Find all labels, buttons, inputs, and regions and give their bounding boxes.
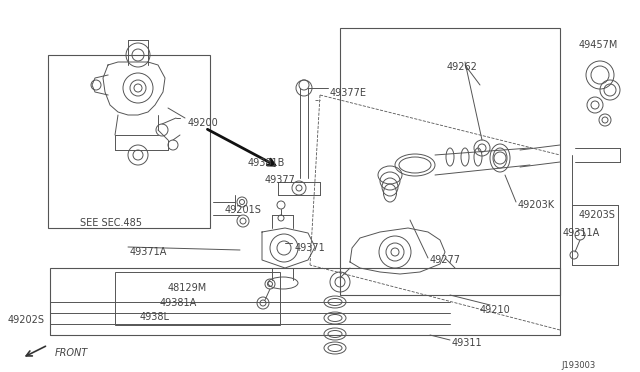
- Text: 49210: 49210: [480, 305, 511, 315]
- Text: 49311A: 49311A: [563, 228, 600, 238]
- Text: 49203S: 49203S: [579, 210, 616, 220]
- Text: 49311: 49311: [452, 338, 483, 348]
- Text: 49457M: 49457M: [579, 40, 618, 50]
- Text: 49381A: 49381A: [160, 298, 197, 308]
- Text: SEE SEC.485: SEE SEC.485: [80, 218, 142, 228]
- Text: 49277: 49277: [430, 255, 461, 265]
- Bar: [115, 272, 280, 325]
- Text: 49377E: 49377E: [330, 88, 367, 98]
- Text: 49200: 49200: [188, 118, 219, 128]
- Text: 49371: 49371: [295, 243, 326, 253]
- Bar: [50, 268, 560, 335]
- Text: 49202S: 49202S: [8, 315, 45, 325]
- Text: 49203K: 49203K: [518, 200, 555, 210]
- Text: 49201S: 49201S: [225, 205, 262, 215]
- Text: 49371A: 49371A: [130, 247, 168, 257]
- Bar: [48, 55, 210, 228]
- Text: J193003: J193003: [561, 361, 595, 370]
- Text: 48129M: 48129M: [168, 283, 207, 293]
- Text: 49377: 49377: [265, 175, 296, 185]
- Text: 4938L: 4938L: [140, 312, 170, 322]
- Text: FRONT: FRONT: [55, 348, 88, 358]
- Bar: [340, 28, 560, 295]
- Text: 49262: 49262: [447, 62, 478, 72]
- Text: 49381B: 49381B: [248, 158, 285, 168]
